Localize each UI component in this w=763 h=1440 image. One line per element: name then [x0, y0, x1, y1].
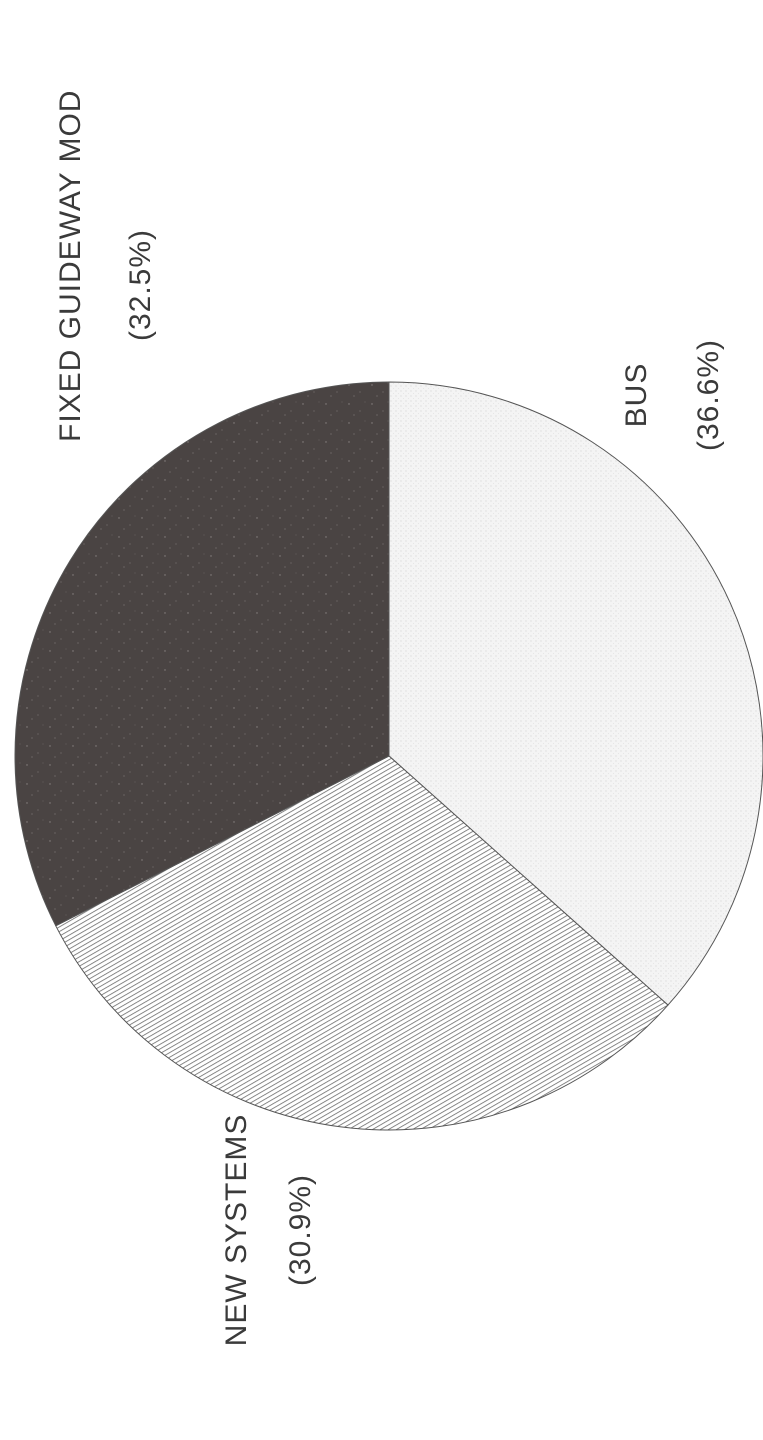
slice-label-bus: BUS — [620, 363, 653, 428]
slice-percent-new-systems: (30.9%) — [284, 1174, 317, 1286]
pie-slice-new-systems — [55, 755, 669, 1131]
slice-label-fixed-guideway-mod: FIXED GUIDEWAY MOD — [54, 90, 87, 442]
slice-percent-bus: (36.6%) — [692, 339, 725, 451]
slice-label-new-systems: NEW SYSTEMS — [220, 1114, 253, 1347]
slice-percent-fixed-guideway-mod: (32.5%) — [124, 229, 157, 341]
pie-slice-fixed-guideway-mod — [14, 381, 390, 927]
pie-slice-bus — [388, 381, 763, 1006]
